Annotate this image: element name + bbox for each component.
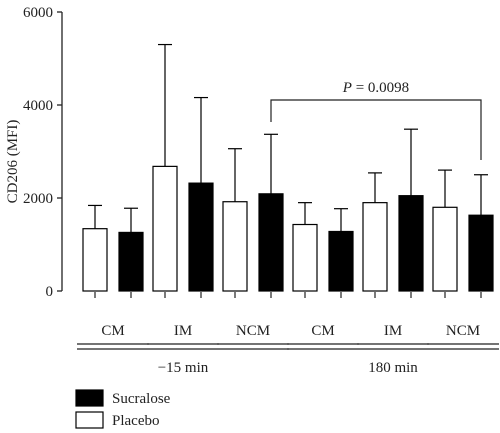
y-tick-label: 2000 — [23, 191, 53, 207]
p-value-symbol: P — [342, 80, 352, 96]
p-value-annotation: P = 0.0098 — [342, 80, 409, 96]
category-label: CM — [101, 323, 124, 339]
bar-placebo — [82, 228, 108, 292]
bar-sucralose — [258, 193, 284, 292]
category-label: IM — [384, 323, 402, 339]
bar-sucralose — [188, 182, 214, 292]
group-label: −15 min — [158, 360, 209, 376]
bar-placebo — [222, 201, 248, 292]
category-label: CM — [311, 323, 334, 339]
bar-placebo — [432, 206, 458, 292]
legend-label-placebo: Placebo — [112, 413, 159, 429]
bar-placebo — [362, 202, 388, 292]
category-label: IM — [174, 323, 192, 339]
legend-swatch-sucralose — [75, 389, 104, 407]
bar-placebo — [292, 223, 318, 292]
bar-sucralose — [328, 230, 354, 292]
y-tick-label: 0 — [46, 284, 54, 300]
category-label: NCM — [446, 323, 480, 339]
category-label: NCM — [236, 323, 270, 339]
significance-bracket — [270, 99, 482, 160]
y-axis-title: CD206 (MFI) — [5, 120, 21, 204]
p-value-text: = 0.0098 — [352, 80, 409, 96]
legend-swatch-placebo — [75, 411, 104, 429]
bar-sucralose — [398, 195, 424, 292]
y-tick-label: 6000 — [23, 5, 53, 21]
bar-sucralose — [468, 214, 494, 292]
y-tick-label: 4000 — [23, 98, 53, 114]
bar-sucralose — [118, 231, 144, 292]
group-label: 180 min — [368, 360, 418, 376]
legend-label-sucralose: Sucralose — [112, 391, 171, 407]
bar-placebo — [152, 165, 178, 292]
